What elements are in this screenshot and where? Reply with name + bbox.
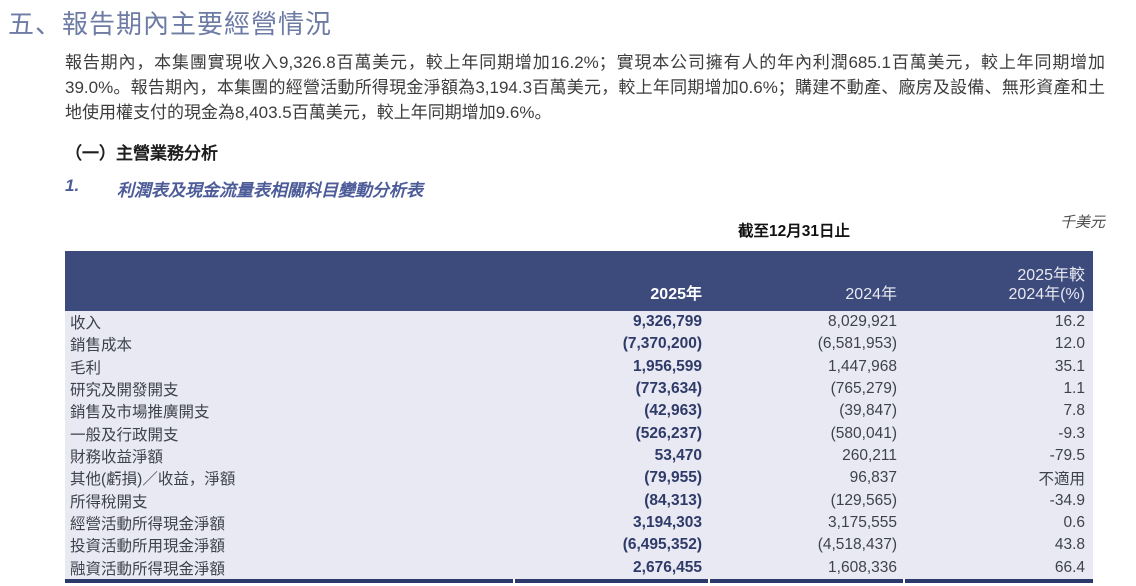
page-title: 五、報告期內主要經營情況 [8,9,333,39]
subsection-number: 1. [65,176,80,195]
header-change: 2025年較 2024年(%) [905,266,1093,304]
header-change-line2: 2024年(%) [1008,286,1085,303]
table-row: 銷售及市場推廣開支 (42,963) (39,847) 7.8 [70,402,1085,422]
table-row: 財務收益淨額 53,470 260,211 -79.5 [70,447,1085,467]
section-heading-main-business: （一）主營業務分析 [65,144,218,163]
table-row: 其他(虧損)／收益，淨額 (79,955) 96,837 不適用 [70,469,1085,489]
table-row: 毛利 1,956,599 1,447,968 35.1 [70,357,1085,377]
table-row: 研究及開發開支 (773,634) (765,279) 1.1 [70,380,1085,400]
table-row: 銷售成本 (7,370,200) (6,581,953) 12.0 [70,335,1085,355]
header-change-line1: 2025年較 [1017,267,1085,284]
header-2024: 2024年 [845,286,897,303]
table-body: 收入 9,326,799 8,029,921 16.2 銷售成本 (7,370,… [65,311,1093,579]
table-header-row: 2025年 2024年 2025年較 2024年(%) [65,251,1093,311]
header-2025: 2025年 [650,286,702,303]
intro-paragraph: 報告期內，本集團實現收入9,326.8百萬美元，較上年同期增加16.2%；實現本… [65,53,1105,122]
subsection-heading: 1. 利潤表及現金流量表相關科目變動分析表 [65,176,1136,201]
subsection-title: 利潤表及現金流量表相關科目變動分析表 [117,181,423,200]
table-row: 所得稅開支 (84,313) (129,565) -34.9 [70,491,1085,511]
unit-label: 千美元 [1059,214,1105,231]
table-row: 經營活動所得現金淨額 3,194,303 3,175,555 0.6 [70,514,1085,534]
table-row: 收入 9,326,799 8,029,921 16.2 [70,313,1085,333]
table-row: 融資活動所得現金淨額 2,676,455 1,608,336 66.4 [70,558,1085,578]
income-cashflow-table: 2025年 2024年 2025年較 2024年(%) 收入 9,326,799… [65,251,1093,583]
table-bottom-rule [65,578,1093,583]
table-row: 一般及行政開支 (526,237) (580,041) -9.3 [70,424,1085,444]
period-label: 截至12月31日止 [738,223,850,240]
table-row: 投資活動所用現金淨額 (6,495,352) (4,518,437) 43.8 [70,536,1085,556]
